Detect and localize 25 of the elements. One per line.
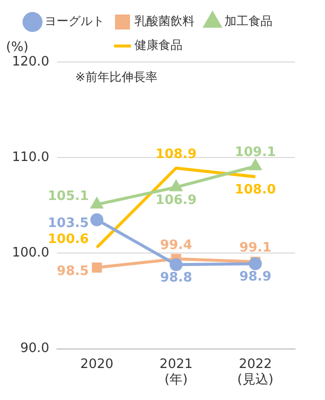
- legend-label: 乳酸菌飲料: [134, 14, 194, 28]
- x-tick-label: 2021 (年): [160, 356, 193, 388]
- data-label: 98.8: [160, 270, 192, 286]
- data-label: 108.0: [234, 182, 276, 198]
- y-tick-label: 120.0: [12, 54, 50, 70]
- data-label: 103.5: [48, 216, 89, 232]
- data-label: 106.9: [156, 193, 197, 208]
- y-tick-label: 90.0: [20, 341, 50, 356]
- x-tick-label: 2022 (見込): [237, 356, 274, 388]
- legend-label: ヨーグルト: [44, 14, 104, 28]
- legend-label: 加工食品: [224, 14, 272, 28]
- x-tick-label: 2020: [80, 356, 114, 372]
- y-tick-label: 110.0: [12, 150, 50, 165]
- data-label: 100.6: [48, 232, 89, 247]
- y-axis-title: (%): [6, 40, 28, 55]
- data-label: 99.4: [160, 238, 192, 253]
- data-label: 98.9: [239, 270, 272, 285]
- data-label: 108.9: [156, 146, 197, 162]
- y-tick-label: 100.0: [12, 246, 50, 261]
- legend-label: 健康食品: [134, 38, 182, 52]
- data-label: 99.1: [239, 240, 272, 256]
- data-label: 105.1: [48, 188, 89, 204]
- annotation: ※前年比伸長率: [75, 70, 158, 84]
- data-label: 109.1: [234, 145, 276, 160]
- data-label: 98.5: [56, 264, 89, 279]
